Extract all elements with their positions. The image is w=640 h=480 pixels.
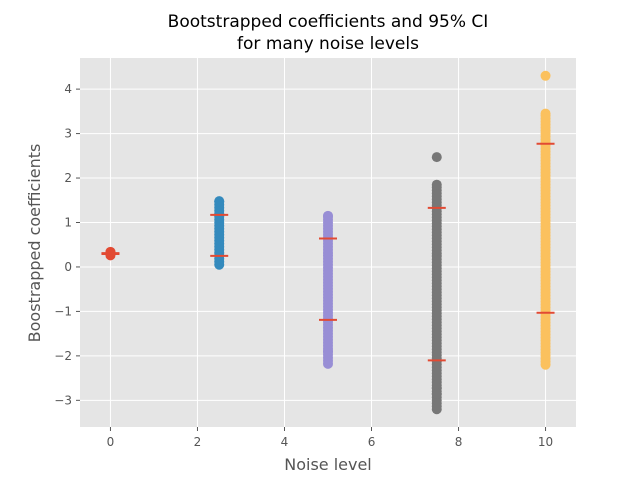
x-tick-label: 0 (107, 435, 115, 449)
x-tick-label: 2 (194, 435, 202, 449)
chart-title-line-2: for many noise levels (237, 34, 419, 54)
x-tick-label: 4 (281, 435, 289, 449)
data-point-noise-4 (540, 108, 551, 119)
outlier-point-noise-2 (323, 346, 333, 357)
data-point-noise-1 (214, 196, 225, 207)
data-point-noise-2 (323, 210, 333, 221)
x-axis-label: Noise level (284, 455, 372, 474)
y-tick-label: −1 (54, 304, 72, 318)
y-tick-label: −3 (54, 393, 72, 407)
y-axis-ticks: −3 −2 −1 0 1 2 3 4 (54, 82, 80, 407)
x-axis-ticks: 0 2 4 6 8 10 (107, 427, 553, 449)
outlier-point-noise-3 (431, 388, 442, 399)
outlier-point-noise-4 (540, 70, 551, 81)
outlier-point-noise-3 (431, 152, 442, 163)
x-tick-label: 8 (455, 435, 463, 449)
y-tick-label: 2 (64, 171, 72, 185)
y-tick-label: 1 (64, 215, 72, 229)
chart-title-line-1: Bootstrapped coefficients and 95% CI (168, 12, 489, 32)
y-tick-label: 4 (64, 82, 72, 96)
x-tick-label: 6 (368, 435, 376, 449)
data-point-noise-3 (431, 179, 442, 190)
x-tick-label: 10 (538, 435, 553, 449)
y-tick-label: −2 (54, 349, 72, 363)
y-tick-label: 3 (64, 127, 72, 141)
y-tick-label: 0 (64, 260, 72, 274)
confidence-interval-markers (101, 142, 555, 362)
data-point-noise-0 (105, 246, 116, 257)
y-axis-label: Boostrapped coefficients (25, 144, 44, 343)
